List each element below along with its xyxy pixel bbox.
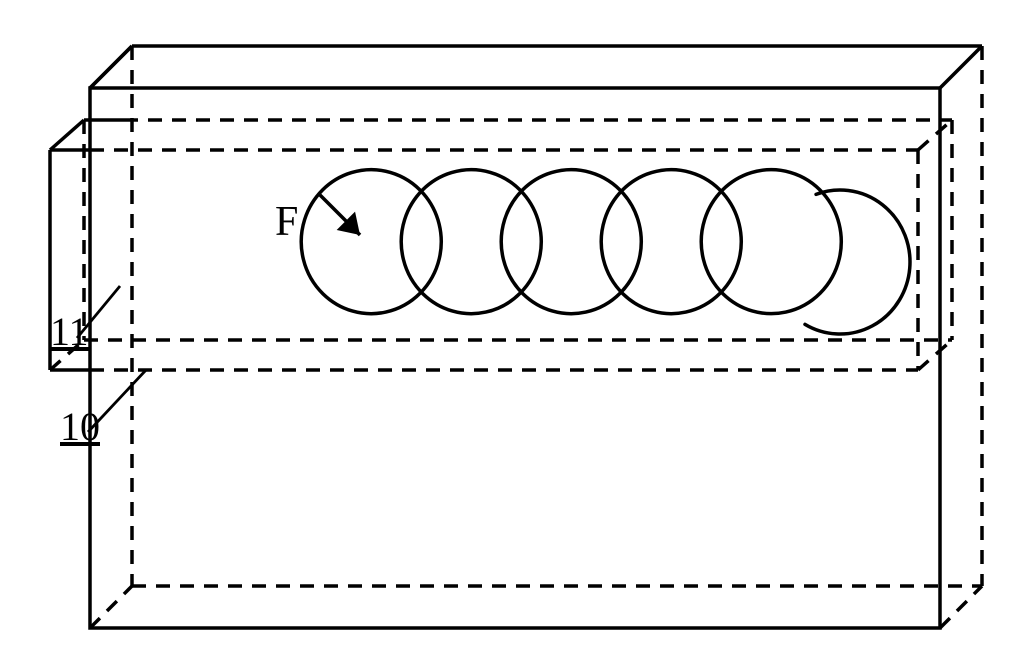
label-force: F <box>275 199 298 245</box>
outer-top-left-depth <box>90 46 132 88</box>
label-11: 11 <box>50 309 89 354</box>
outer-cuboid <box>90 46 982 628</box>
coil-loop-6 <box>805 190 910 334</box>
force-arrow <box>320 195 360 235</box>
outer-front-face <box>90 88 940 628</box>
label-10: 10 <box>60 404 100 449</box>
